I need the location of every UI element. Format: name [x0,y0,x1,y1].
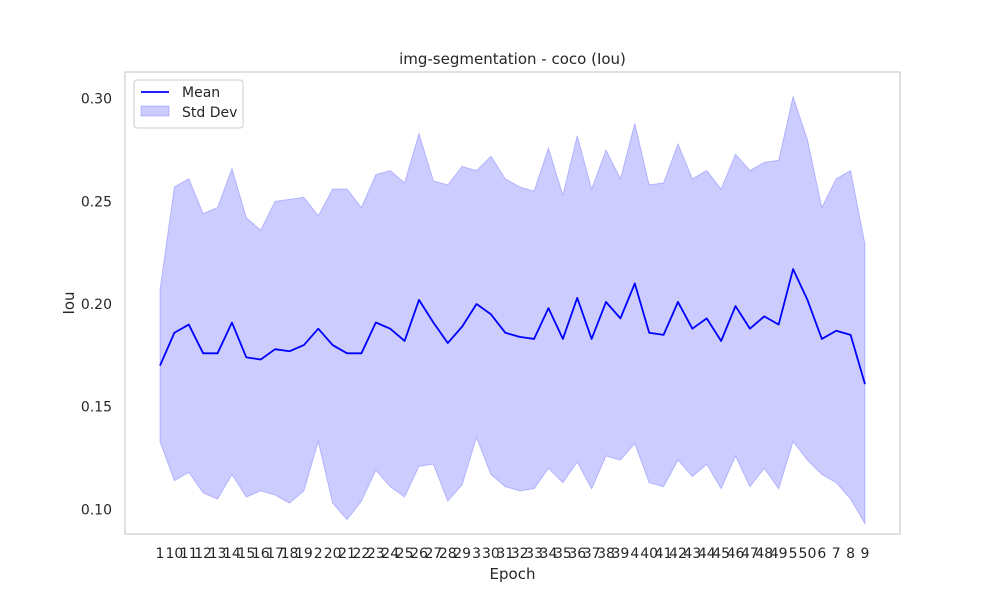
x-tick-label: 3 [472,546,481,562]
legend: Mean Std Dev [133,79,244,129]
x-tick-label: 40 [640,546,658,562]
std-dev-band [159,94,866,526]
x-tick-label: 7 [832,546,841,562]
x-tick-label: 42 [669,546,687,562]
x-tick-label: 43 [683,546,701,562]
x-tick-label: 21 [338,546,356,562]
x-tick-label: 20 [324,546,342,562]
x-tick-label: 44 [698,546,716,562]
x-tick-label: 33 [525,546,543,562]
y-tick-label: 0.20 [81,297,112,313]
x-tick-label: 41 [655,546,673,562]
x-tick-label: 25 [396,546,414,562]
x-tick-label: 11 [180,546,198,562]
x-tick-label: 35 [554,546,572,562]
legend-mean-label: Mean [182,85,220,101]
plot-area [125,72,900,534]
x-tick-label: 39 [611,546,629,562]
legend-std-label: Std Dev [182,105,237,121]
legend-std-swatch [140,105,170,117]
y-tick-label: 0.10 [81,502,112,518]
x-tick-label: 12 [194,546,212,562]
x-tick-label: 38 [597,546,615,562]
x-tick-label: 19 [295,546,313,562]
band-layer [159,94,866,526]
x-tick-label: 45 [712,546,730,562]
x-tick-label: 5 [789,546,798,562]
x-tick-label: 37 [583,546,601,562]
x-tick-label: 9 [861,546,870,562]
x-tick-label: 4 [630,546,639,562]
x-tick-label: 18 [281,546,299,562]
x-tick-label: 29 [453,546,471,562]
x-tick-label: 47 [741,546,759,562]
x-tick-label: 49 [770,546,788,562]
x-tick-label: 48 [755,546,773,562]
chart-title: img-segmentation - coco (Iou) [399,50,626,68]
x-tick-label: 28 [439,546,457,562]
x-tick-label: 16 [252,546,270,562]
x-tick-label: 27 [424,546,442,562]
x-tick-label: 23 [367,546,385,562]
x-tick-label: 46 [727,546,745,562]
mean-line [159,268,866,385]
y-tick-label: 0.15 [81,400,112,416]
x-tick-label: 2 [314,546,323,562]
x-tick-label: 26 [410,546,428,562]
x-axis-label: Epoch [490,565,536,583]
x-tick-label: 1 [156,546,165,562]
x-tick-label: 50 [799,546,817,562]
x-tick-label: 15 [237,546,255,562]
y-axis-ticks: 0.10 0.15 0.20 0.25 0.30 [81,92,112,519]
x-tick-label: 32 [511,546,529,562]
x-tick-label: 8 [846,546,855,562]
x-tick-label: 6 [817,546,826,562]
x-tick-label: 13 [209,546,227,562]
x-tick-label: 24 [381,546,399,562]
x-tick-label: 22 [353,546,371,562]
plot-frame [124,71,901,535]
x-tick-label: 17 [266,546,284,562]
x-tick-label: 31 [496,546,514,562]
y-tick-label: 0.25 [81,194,112,210]
y-axis-label: Iou [60,291,78,314]
y-tick-label: 0.30 [81,92,112,108]
line-layer [159,268,866,385]
x-tick-label: 14 [223,546,241,562]
x-tick-label: 30 [482,546,500,562]
x-tick-label: 10 [165,546,183,562]
x-tick-label: 34 [540,546,558,562]
x-tick-label: 36 [568,546,586,562]
